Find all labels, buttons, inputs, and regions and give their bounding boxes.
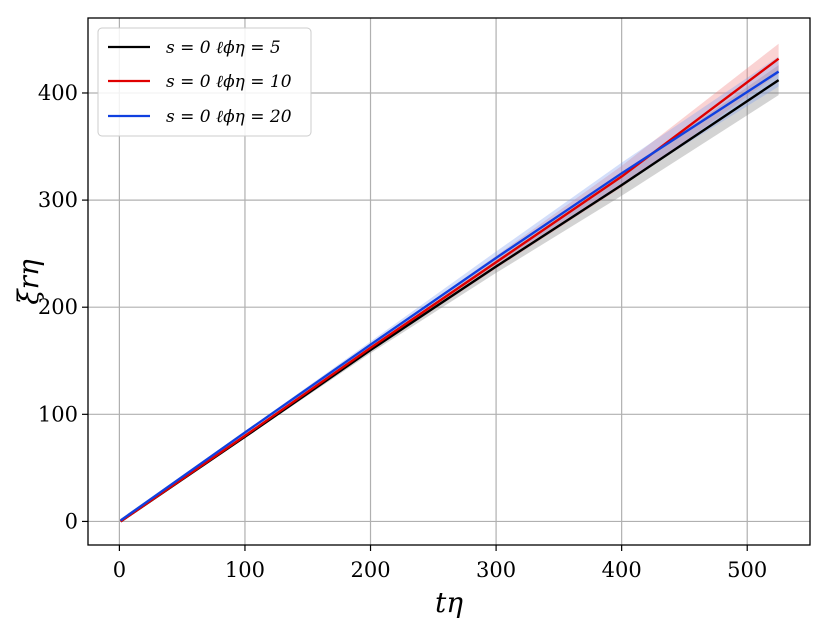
x-tick-label: 300: [476, 558, 516, 582]
series-lines: [119, 57, 780, 523]
y-tick-label: 400: [38, 81, 78, 105]
ticks: 0 100 200 300 400 500 0 100 200 300 400: [38, 81, 767, 582]
y-tick-label: 300: [38, 188, 78, 212]
x-tick-label: 200: [350, 558, 390, 582]
x-tick-label: 0: [113, 558, 126, 582]
legend-label-2: s = 0 ℓϕη = 10: [166, 72, 292, 92]
legend-label-3: s = 0 ℓϕη = 20: [166, 107, 292, 127]
x-tick-label: 500: [727, 558, 767, 582]
legend-frame: [97, 27, 312, 137]
x-tick-label: 100: [225, 558, 265, 582]
plot-frame: [87, 17, 811, 546]
x-axis-label: tη: [435, 586, 463, 619]
y-tick-label: 0: [65, 509, 78, 533]
y-axis-label: ξrη: [12, 259, 45, 305]
series-line-3: [119, 70, 780, 522]
legend-label-1: s = 0 ℓϕη = 5: [166, 38, 281, 58]
y-tick-label: 200: [38, 295, 78, 319]
legend: s = 0 ℓϕη = 5 s = 0 ℓϕη = 10 s = 0 ℓϕη =…: [97, 27, 312, 137]
x-tick-label: 400: [602, 558, 642, 582]
y-tick-label: 100: [38, 402, 78, 426]
